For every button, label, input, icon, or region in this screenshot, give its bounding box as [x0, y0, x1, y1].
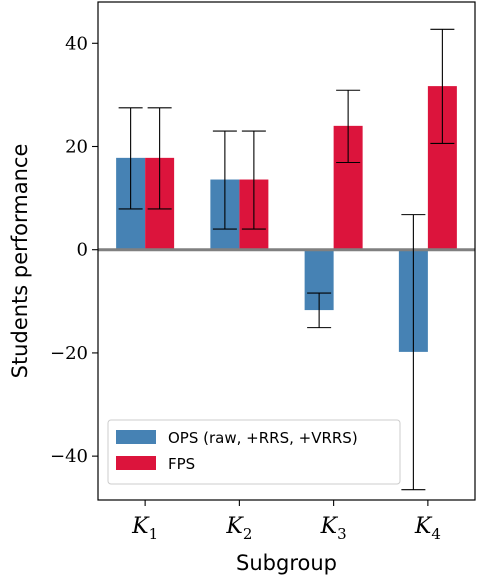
x-tick-label: K2 — [225, 514, 252, 543]
y-tick-label: 0 — [77, 240, 88, 261]
y-axis-label: Students performance — [8, 144, 32, 379]
y-tick-label: −20 — [50, 343, 88, 364]
errorbar-fps-k3 — [336, 89, 361, 164]
legend-label-fps: FPS — [168, 455, 195, 473]
legend-swatch-fps — [116, 456, 156, 470]
x-tick-label: K4 — [414, 514, 441, 543]
x-tick-label: K1 — [131, 514, 158, 543]
x-axis: K1 K2 K3 K4 — [131, 500, 441, 543]
legend-box — [107, 419, 401, 485]
y-tick-label: −40 — [50, 446, 88, 467]
errorbar-fps-k4 — [430, 28, 455, 144]
legend: OPS (raw, +RRS, +VRRS) FPS — [107, 419, 401, 485]
y-tick-label: 40 — [65, 33, 88, 54]
errorbars-layer — [118, 28, 455, 491]
errorbar-ops-k4 — [401, 214, 426, 491]
x-axis-label: Subgroup — [236, 551, 337, 575]
y-tick-label: 20 — [65, 136, 88, 157]
plot-frame — [97, 1, 476, 501]
errorbar-fps-k2 — [241, 130, 266, 230]
legend-swatch-ops — [116, 430, 156, 444]
errorbar-ops-k2 — [212, 130, 237, 230]
plot-area — [97, 1, 476, 501]
errorbar-ops-k3 — [307, 292, 332, 329]
x-tick-label: K3 — [320, 514, 347, 543]
legend-label-ops: OPS (raw, +RRS, +VRRS) — [168, 429, 358, 447]
y-axis: 40 20 0 −20 −40 — [50, 33, 98, 467]
errorbar-ops-k1 — [118, 107, 143, 210]
errorbar-fps-k1 — [147, 107, 172, 210]
bars-layer — [116, 86, 457, 352]
